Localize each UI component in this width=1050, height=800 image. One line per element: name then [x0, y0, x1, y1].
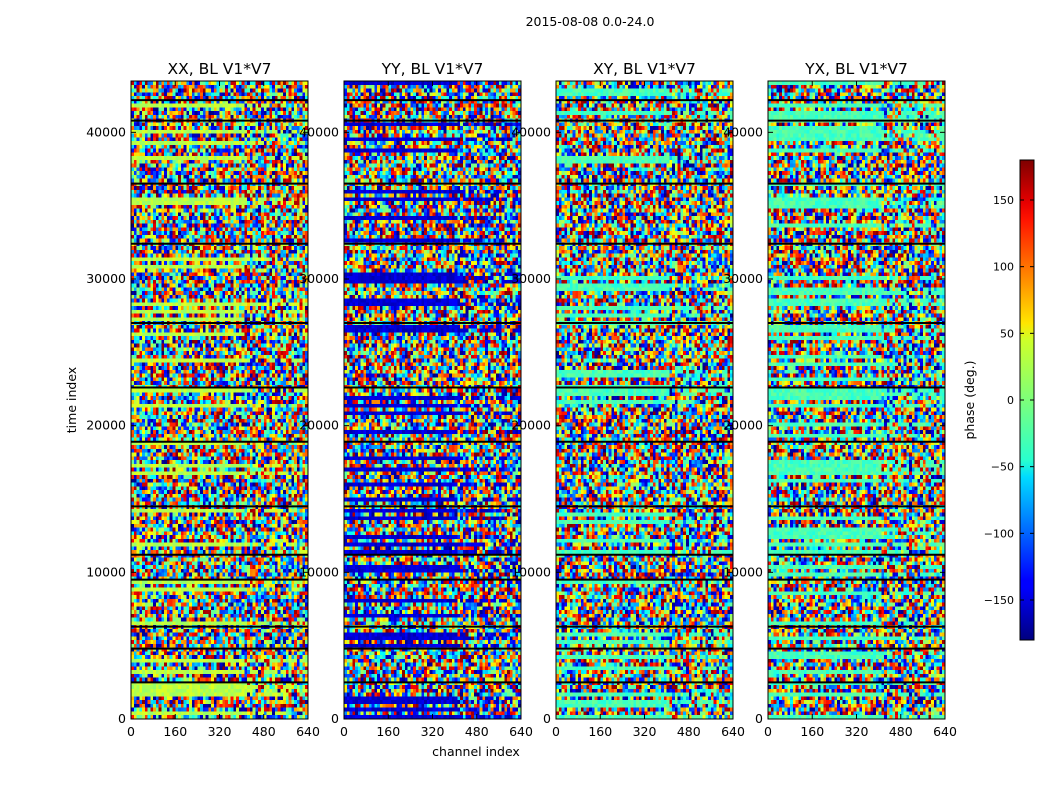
- x-tick-label: 0: [764, 724, 772, 739]
- panel-title: YX, BL V1*V7: [804, 60, 908, 78]
- phase-heatmap: [131, 81, 308, 719]
- y-tick-label: 20000: [86, 418, 126, 433]
- y-axis-label: time index: [64, 367, 79, 433]
- colorbar-tick-label: 100: [993, 261, 1014, 274]
- x-tick-label: 640: [509, 724, 533, 739]
- x-tick-label: 640: [721, 724, 745, 739]
- y-tick-label: 40000: [723, 124, 763, 139]
- x-tick-label: 160: [163, 724, 187, 739]
- x-tick-label: 320: [421, 724, 445, 739]
- x-tick-label: 480: [889, 724, 913, 739]
- panel-yx: YX, BL V1*V7 0 160 320 480 640 0 10000 20000 3000…: [723, 60, 957, 739]
- x-tick-label: 480: [465, 724, 489, 739]
- y-tick-label: 40000: [299, 124, 339, 139]
- x-axis-label: channel index: [432, 744, 520, 759]
- panel-xx: XX, BL V1*V7 0 160 320 480 640 0 10000 20000 3000…: [86, 60, 320, 739]
- y-tick-label: 10000: [299, 564, 339, 579]
- y-tick-label: 30000: [86, 271, 126, 286]
- x-tick-label: 320: [633, 724, 657, 739]
- x-tick-label: 480: [252, 724, 276, 739]
- colorbar-ticks: −150 −100 −50 0 50 100 150: [984, 194, 1034, 607]
- y-tick-label: 20000: [723, 418, 763, 433]
- y-tick-label: 10000: [86, 564, 126, 579]
- y-tick-label: 30000: [511, 271, 551, 286]
- phase-heatmap: [556, 81, 733, 719]
- x-tick-label: 0: [340, 724, 348, 739]
- x-tick-label: 160: [376, 724, 400, 739]
- x-tick-label: 640: [296, 724, 320, 739]
- y-tick-label: 20000: [299, 418, 339, 433]
- panel-yy: YY, BL V1*V7 0 160 320 480 640 0 10000 20000 3000…: [299, 60, 533, 739]
- x-tick-label: 160: [588, 724, 612, 739]
- colorbar-tick-label: 150: [993, 194, 1014, 207]
- y-tick-label: 0: [331, 711, 339, 726]
- x-tick-label: 640: [933, 724, 957, 739]
- y-tick-label: 40000: [86, 124, 126, 139]
- x-tick-label: 0: [552, 724, 560, 739]
- y-tick-label: 30000: [299, 271, 339, 286]
- y-tick-label: 10000: [511, 564, 551, 579]
- panel-title: YY, BL V1*V7: [381, 60, 484, 78]
- colorbar-label: phase (deg.): [962, 361, 977, 440]
- x-tick-label: 320: [845, 724, 869, 739]
- colorbar-tick-label: 0: [1007, 394, 1014, 407]
- colorbar-tick-label: −100: [984, 527, 1014, 540]
- colorbar-tick-label: 50: [1000, 327, 1014, 340]
- y-tick-label: 0: [118, 711, 126, 726]
- x-tick-label: 480: [677, 724, 701, 739]
- panels: XX, BL V1*V7 0 160 320 480 640 0 10000 20000 3000…: [86, 60, 957, 739]
- colorbar-tick-label: −150: [984, 594, 1014, 607]
- x-tick-label: 0: [127, 724, 135, 739]
- y-tick-label: 20000: [511, 418, 551, 433]
- y-tick-label: 30000: [723, 271, 763, 286]
- y-tick-label: 0: [755, 711, 763, 726]
- phase-heatmap: [768, 81, 945, 719]
- panel-xy: XY, BL V1*V7 0 160 320 480 640 0 10000 20000 3000…: [511, 60, 745, 739]
- panel-title: XX, BL V1*V7: [168, 60, 272, 78]
- panel-title: XY, BL V1*V7: [593, 60, 696, 78]
- x-tick-label: 320: [208, 724, 232, 739]
- y-tick-label: 0: [543, 711, 551, 726]
- x-tick-label: 160: [800, 724, 824, 739]
- phase-heatmap: [344, 81, 521, 719]
- colorbar: −150 −100 −50 0 50 100 150 phase (deg.): [962, 159, 1035, 641]
- y-tick-label: 10000: [723, 564, 763, 579]
- colorbar-tick-label: −50: [991, 461, 1014, 474]
- figure-suptitle: 2015-08-08 0.0-24.0: [526, 14, 655, 29]
- y-tick-label: 40000: [511, 124, 551, 139]
